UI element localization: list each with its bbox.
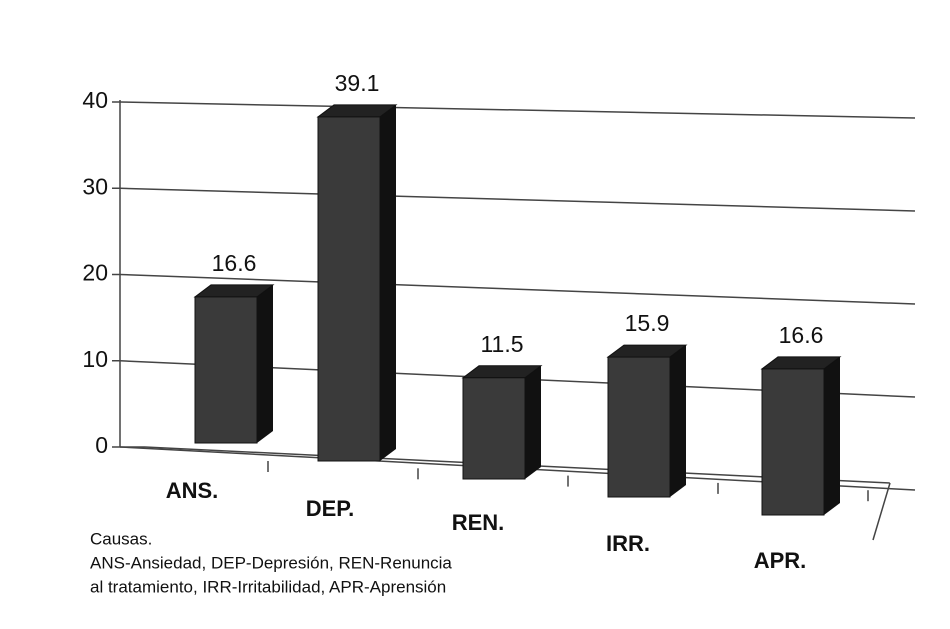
bar-side (525, 365, 541, 479)
floor-right-edge (872, 482, 891, 541)
x-tick-label: DEP. (306, 496, 355, 521)
note-line: Causas. (90, 529, 152, 548)
bar (462, 377, 526, 480)
grid-line (119, 101, 916, 119)
value-label: 15.9 (625, 310, 670, 336)
bar (194, 296, 258, 444)
x-tick-label: IRR. (606, 531, 650, 556)
x-tick-label: APR. (754, 548, 807, 573)
y-tick-label: 20 (82, 260, 108, 286)
grid-line (119, 273, 916, 305)
bar-side (257, 284, 273, 443)
y-tick-label: 30 (82, 173, 108, 199)
bar (317, 116, 381, 462)
y-tick-label: 0 (95, 432, 108, 458)
value-label: 11.5 (480, 331, 523, 357)
x-tick-label: ANS. (166, 478, 219, 503)
note-line: ANS-Ansiedad, DEP-Depresión, REN-Renunci… (90, 553, 452, 572)
x-tick-label: REN. (452, 510, 505, 535)
bar-side (380, 104, 396, 462)
value-label: 39.1 (335, 70, 380, 96)
y-tick-label: 40 (82, 87, 108, 113)
y-tick-label: 10 (82, 346, 108, 372)
bar (607, 356, 671, 498)
value-label: 16.6 (212, 250, 257, 276)
note-line: al tratamiento, IRR-Irritabilidad, APR-A… (90, 577, 446, 596)
bar (761, 368, 825, 516)
value-label: 16.6 (779, 322, 824, 348)
grid-line (119, 187, 916, 212)
bar-side (670, 345, 686, 497)
bar-side (824, 356, 840, 515)
